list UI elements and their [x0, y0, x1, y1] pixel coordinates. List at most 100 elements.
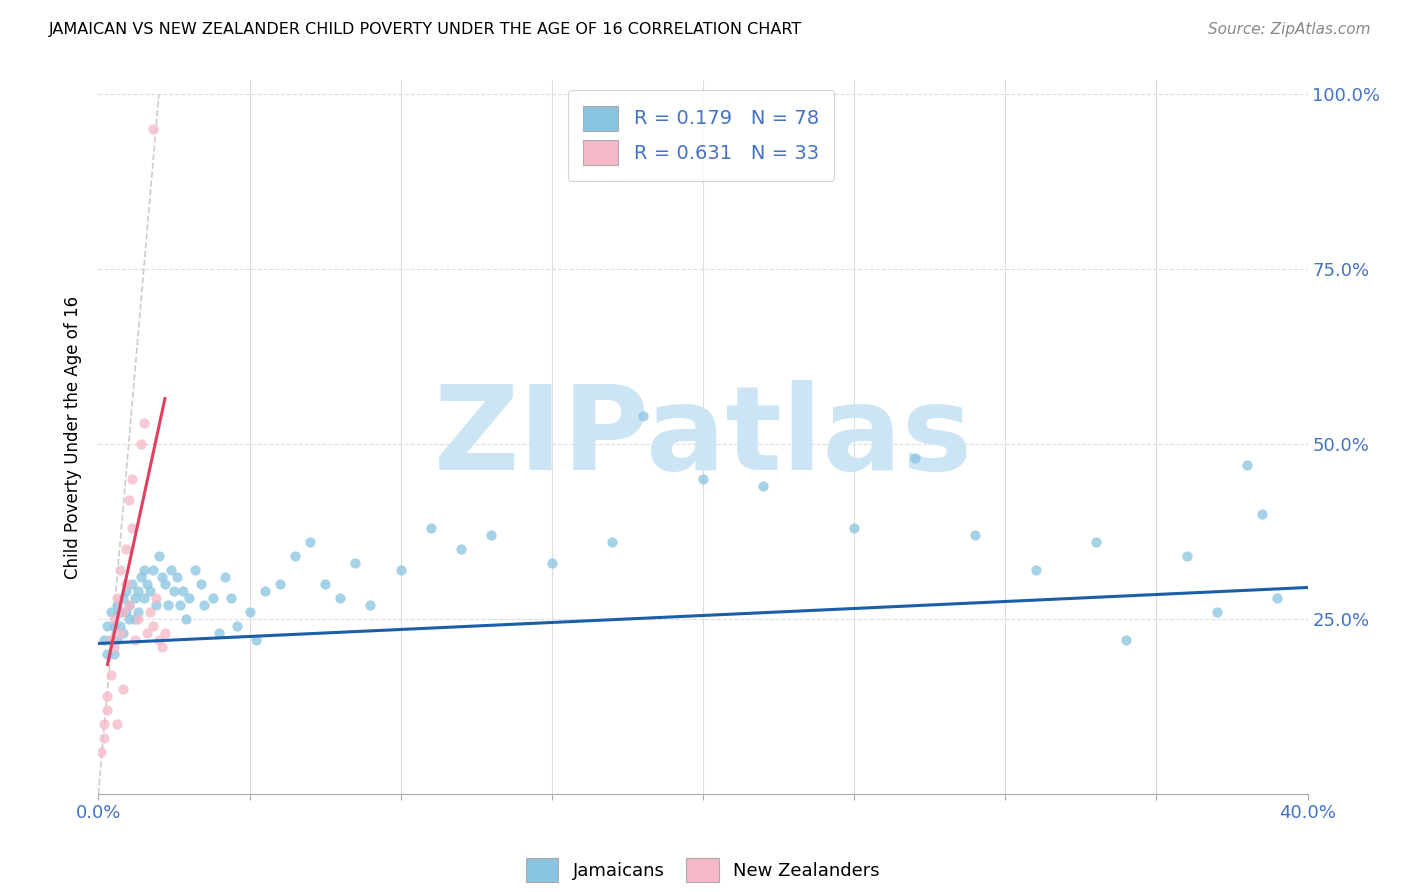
Point — [108, 563, 131, 577]
Point — [602, 535, 624, 549]
Point — [1115, 632, 1137, 647]
Point — [114, 584, 136, 599]
Point — [105, 591, 128, 605]
Point — [105, 598, 128, 612]
Point — [148, 632, 170, 647]
Point — [153, 626, 176, 640]
Point — [129, 437, 152, 451]
Point — [142, 122, 165, 136]
Point — [214, 570, 236, 584]
Point — [103, 640, 125, 654]
Point — [129, 570, 152, 584]
Point — [1206, 605, 1229, 619]
Point — [299, 535, 322, 549]
Point — [844, 521, 866, 535]
Point — [111, 591, 134, 605]
Point — [184, 563, 207, 577]
Point — [100, 605, 122, 619]
Point — [124, 612, 146, 626]
Point — [96, 647, 118, 661]
Point — [90, 745, 112, 759]
Point — [904, 451, 927, 466]
Point — [1236, 458, 1258, 472]
Point — [127, 584, 149, 599]
Point — [145, 591, 167, 605]
Point — [193, 598, 215, 612]
Point — [314, 577, 336, 591]
Text: Source: ZipAtlas.com: Source: ZipAtlas.com — [1208, 22, 1371, 37]
Point — [174, 612, 197, 626]
Point — [631, 409, 654, 423]
Point — [118, 493, 141, 508]
Point — [118, 612, 141, 626]
Point — [103, 647, 125, 661]
Point — [540, 556, 562, 570]
Point — [135, 626, 157, 640]
Point — [93, 731, 115, 745]
Point — [108, 619, 131, 633]
Text: ZIPatlas: ZIPatlas — [433, 380, 973, 494]
Point — [96, 703, 118, 717]
Point — [103, 619, 125, 633]
Point — [93, 632, 115, 647]
Point — [752, 479, 775, 493]
Point — [172, 584, 194, 599]
Point — [108, 605, 131, 619]
Point — [139, 605, 162, 619]
Point — [114, 577, 136, 591]
Point — [100, 632, 122, 647]
Point — [208, 626, 231, 640]
Point — [1251, 507, 1274, 521]
Point — [114, 605, 136, 619]
Point — [127, 612, 149, 626]
Point — [132, 591, 155, 605]
Point — [108, 626, 131, 640]
Point — [142, 619, 165, 633]
Point — [132, 416, 155, 430]
Point — [360, 598, 382, 612]
Point — [226, 619, 249, 633]
Point — [1024, 563, 1046, 577]
Point — [105, 632, 128, 647]
Point — [111, 626, 134, 640]
Point — [420, 521, 443, 535]
Point — [481, 528, 503, 542]
Point — [142, 563, 165, 577]
Point — [100, 668, 122, 682]
Point — [111, 605, 134, 619]
Point — [132, 563, 155, 577]
Point — [127, 605, 149, 619]
Point — [239, 605, 262, 619]
Point — [160, 563, 183, 577]
Point — [139, 584, 162, 599]
Y-axis label: Child Poverty Under the Age of 16: Child Poverty Under the Age of 16 — [65, 295, 83, 579]
Point — [135, 577, 157, 591]
Point — [221, 591, 243, 605]
Point — [163, 584, 186, 599]
Point — [118, 598, 141, 612]
Point — [269, 577, 291, 591]
Point — [284, 549, 307, 563]
Point — [145, 598, 167, 612]
Point — [156, 598, 179, 612]
Point — [389, 563, 412, 577]
Point — [344, 556, 367, 570]
Point — [1085, 535, 1108, 549]
Point — [124, 591, 146, 605]
Point — [450, 541, 472, 556]
Point — [202, 591, 225, 605]
Point — [121, 521, 143, 535]
Point — [692, 472, 714, 486]
Legend: Jamaicans, New Zealanders: Jamaicans, New Zealanders — [517, 849, 889, 890]
Point — [169, 598, 191, 612]
Point — [153, 577, 176, 591]
Point — [166, 570, 188, 584]
Point — [105, 717, 128, 731]
Point — [253, 584, 276, 599]
Point — [93, 717, 115, 731]
Point — [245, 632, 267, 647]
Point — [179, 591, 201, 605]
Point — [96, 689, 118, 703]
Point — [150, 570, 173, 584]
Point — [1267, 591, 1289, 605]
